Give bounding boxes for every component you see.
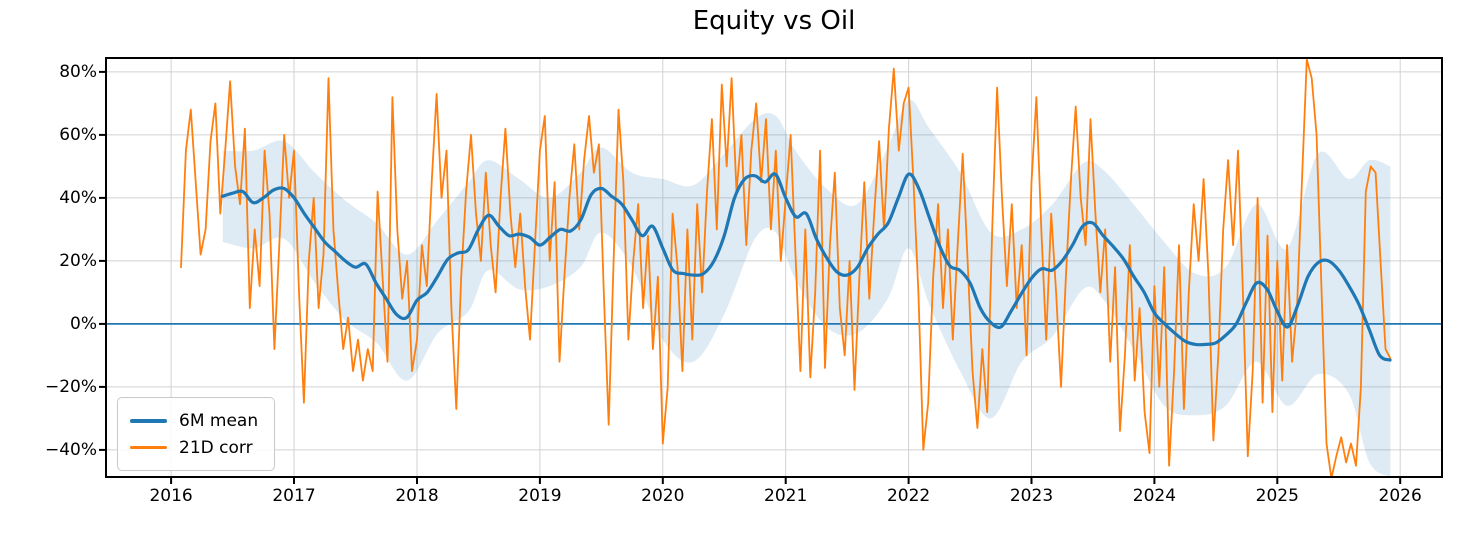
chart-title: Equity vs Oil (692, 6, 856, 36)
x-tick-label: 2026 (1378, 486, 1422, 506)
x-tick-label: 2016 (149, 486, 193, 506)
y-tick-label: −40% (44, 439, 97, 460)
y-tick-label: 80% (59, 61, 97, 82)
plot-border (105, 57, 1443, 478)
legend: 6M mean 21D corr (117, 397, 276, 471)
x-tick-label: 2022 (886, 486, 931, 506)
x-tick-label: 2019 (518, 486, 562, 506)
x-tick-label: 2018 (395, 486, 439, 506)
x-tick-label: 2025 (1255, 486, 1299, 506)
y-tick-label: 40% (59, 187, 97, 208)
x-tick-label: 2023 (1009, 486, 1054, 506)
x-tick-label: 2021 (764, 486, 808, 506)
mean-line (220, 172, 1392, 362)
legend-entry-corr: 21D corr (130, 434, 258, 461)
mean-line-swatch (130, 418, 167, 423)
x-tick-label: 2020 (641, 486, 685, 506)
axis-ticks (99, 70, 1402, 484)
x-tick-label: 2024 (1132, 486, 1177, 506)
legend-label-mean: 6M mean (179, 410, 259, 431)
legend-entry-mean: 6M mean (130, 407, 258, 434)
y-tick-label: 20% (59, 250, 97, 271)
y-tick-label: 60% (59, 124, 97, 145)
corr-line-swatch (130, 446, 167, 449)
legend-label-corr: 21D corr (179, 437, 253, 458)
y-tick-label: −20% (44, 376, 97, 397)
x-tick-label: 2017 (272, 486, 316, 506)
y-tick-label: 0% (70, 313, 97, 334)
